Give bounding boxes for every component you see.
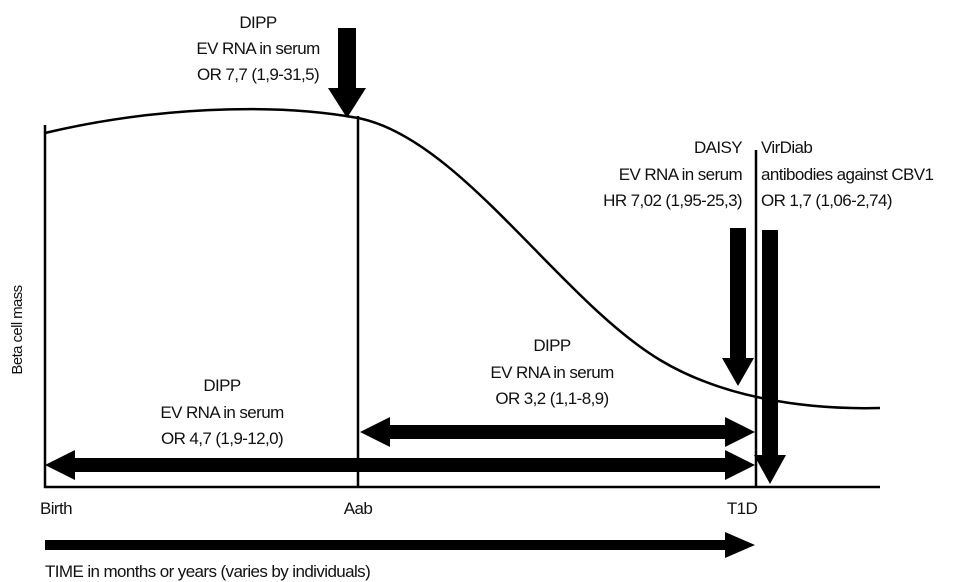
- annotation: antibodies against CBV1: [761, 165, 934, 184]
- annotation: OR 4,7 (1,9-12,0): [161, 429, 283, 448]
- arrow-down: [328, 28, 366, 118]
- annotation: DIPP: [239, 13, 277, 32]
- arrow-down: [722, 228, 754, 386]
- double-arrow: [360, 417, 755, 447]
- time-label: TIME in months or years (varies by indiv…: [45, 562, 370, 581]
- annotation: OR 7,7 (1,9-31,5): [197, 65, 319, 84]
- x-label: T1D: [727, 499, 758, 518]
- annotation: OR 1,7 (1,06-2,74): [761, 191, 892, 210]
- annotation: HR 7,02 (1,95-25,3): [603, 191, 742, 210]
- annotation: VirDiab: [761, 138, 812, 157]
- time-arrow: [45, 532, 755, 558]
- annotation: EV RNA in serum: [619, 165, 743, 184]
- annotation: DIPP: [203, 376, 241, 395]
- x-label: Birth: [40, 499, 72, 518]
- y-axis-label: Beta cell mass: [9, 285, 26, 374]
- x-label: Aab: [344, 499, 373, 518]
- annotation: EV RNA in serum: [160, 403, 284, 422]
- annotation: DAISY: [694, 138, 742, 157]
- arrow-down: [754, 230, 786, 484]
- annotation: EV RNA in serum: [196, 39, 320, 58]
- double-arrow: [45, 450, 755, 480]
- annotation: EV RNA in serum: [490, 363, 614, 382]
- beta-cell-curve: [44, 107, 881, 410]
- annotation: DIPP: [533, 336, 571, 355]
- annotation: OR 3,2 (1,1-8,9): [495, 389, 608, 408]
